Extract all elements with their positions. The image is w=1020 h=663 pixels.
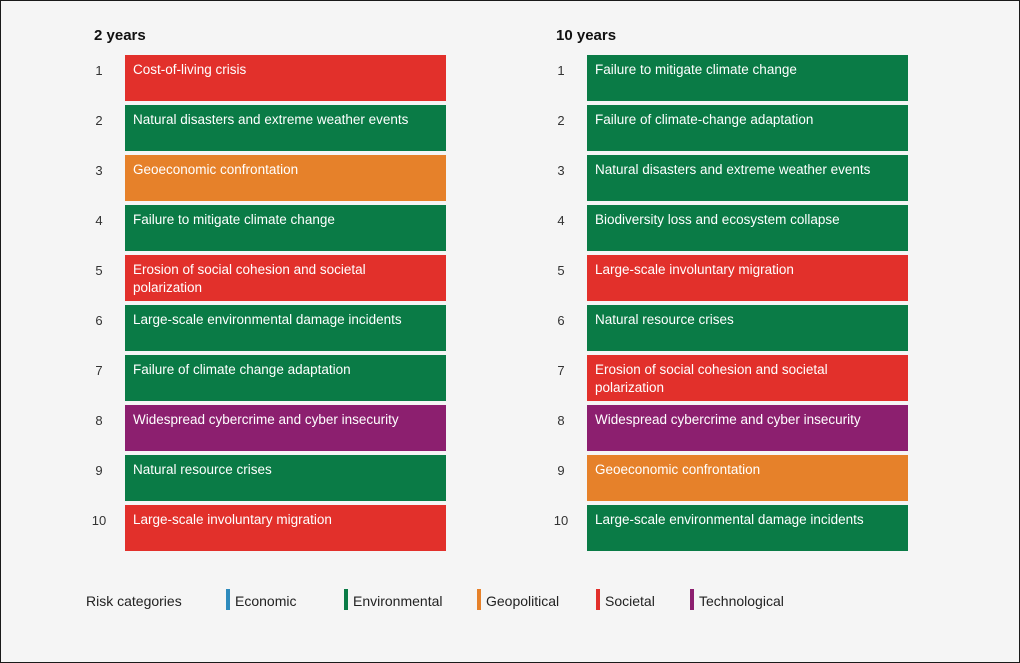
two-year-title: 2 years (94, 27, 146, 44)
risk-box-technological: Widespread cybercrime and cyber insecuri… (587, 405, 908, 451)
ten-year-list: 1 Failure to mitigate climate change 2 Fail… (547, 55, 908, 551)
risk-row: 4 Biodiversity loss and ecosystem collaps… (547, 205, 908, 251)
risk-row: 9 Geoeconomic confrontation (547, 455, 908, 501)
risk-rank: 2 (95, 113, 103, 128)
legend-swatch-geopolitical (477, 589, 481, 610)
risk-rank: 9 (557, 463, 565, 478)
risk-row: 2 Failure of climate-change adaptation (547, 105, 908, 151)
risk-rank: 10 (91, 513, 107, 528)
risk-box-environmental: Large-scale environmental damage inciden… (587, 505, 908, 551)
two-year-list: 1 Cost-of-living crisis 2 Natural disasters… (85, 55, 446, 551)
risk-box-environmental: Failure of climate-change adaptation (587, 105, 908, 151)
risk-row: 8 Widespread cybercrime and cyber insecur… (85, 405, 446, 451)
risk-box-societal: Large-scale involuntary migration (587, 255, 908, 301)
risk-box-environmental: Failure of climate change adaptation (125, 355, 446, 401)
risk-rank: 6 (95, 313, 103, 328)
risk-box-societal: Erosion of social cohesion and societal … (587, 355, 908, 401)
risk-row: 6 Natural resource crises (547, 305, 908, 351)
two-year-column: 2 years 1 Cost-of-living crisis 2 Natural d… (85, 27, 446, 555)
risk-rank: 5 (557, 263, 565, 278)
ten-year-column: 10 years 1 Failure to mitigate climate ch… (547, 27, 908, 555)
risk-rank: 6 (557, 313, 565, 328)
risk-row: 3 Natural disasters and extreme weather e… (547, 155, 908, 201)
risk-box-environmental: Large-scale environmental damage inciden… (125, 305, 446, 351)
risk-rank: 7 (557, 363, 565, 378)
risk-row: 5 Large-scale involuntary migration (547, 255, 908, 301)
risk-row: 1 Cost-of-living crisis (85, 55, 446, 101)
risk-rank: 4 (557, 213, 565, 228)
risk-row: 1 Failure to mitigate climate change (547, 55, 908, 101)
risk-box-geopolitical: Geoeconomic confrontation (587, 455, 908, 501)
risk-box-environmental: Failure to mitigate climate change (125, 205, 446, 251)
risk-box-geopolitical: Geoeconomic confrontation (125, 155, 446, 201)
risk-row: 6 Large-scale environmental damage incide… (85, 305, 446, 351)
risk-box-environmental: Biodiversity loss and ecosystem collapse (587, 205, 908, 251)
legend-swatch-environmental (344, 589, 348, 610)
legend-swatch-societal (596, 589, 600, 610)
risk-rank: 8 (557, 413, 565, 428)
risk-rank: 5 (95, 263, 103, 278)
risk-rank: 2 (557, 113, 565, 128)
risk-row: 10 Large-scale environmental damage incid… (547, 505, 908, 551)
risk-box-environmental: Natural resource crises (125, 455, 446, 501)
legend-label: Technological (699, 593, 784, 609)
risk-rank: 4 (95, 213, 103, 228)
risk-box-environmental: Natural disasters and extreme weather ev… (587, 155, 908, 201)
legend-label: Environmental (353, 593, 443, 609)
risk-box-societal: Large-scale involuntary migration (125, 505, 446, 551)
legend-label: Economic (235, 593, 297, 609)
risk-row: 9 Natural resource crises (85, 455, 446, 501)
legend-label: Geopolitical (486, 593, 560, 609)
legend-title: Risk categories (86, 593, 182, 609)
risk-row: 7 Failure of climate change adaptation (85, 355, 446, 401)
risk-rank: 8 (95, 413, 103, 428)
ten-year-title: 10 years (556, 27, 617, 44)
legend-label: Societal (605, 593, 655, 609)
risk-rank: 9 (95, 463, 103, 478)
risk-row: 5 Erosion of social cohesion and societal… (85, 255, 446, 301)
risk-row: 7 Erosion of social cohesion and societal… (547, 355, 908, 401)
risk-rank: 1 (557, 63, 565, 78)
risk-row: 3 Geoeconomic confrontation (85, 155, 446, 201)
risk-rank: 7 (95, 363, 103, 378)
risk-row: 8 Widespread cybercrime and cyber insecur… (547, 405, 908, 451)
risk-rank: 3 (557, 163, 565, 178)
risk-row: 4 Failure to mitigate climate change (85, 205, 446, 251)
legend-swatch-technological (690, 589, 694, 610)
risk-rank: 1 (95, 63, 103, 78)
risk-box-environmental: Natural resource crises (587, 305, 908, 351)
risk-rank: 10 (553, 513, 569, 528)
risk-box-technological: Widespread cybercrime and cyber insecuri… (125, 405, 446, 451)
risk-row: 2 Natural disasters and extreme weather e… (85, 105, 446, 151)
risk-box-societal: Erosion of social cohesion and societal … (125, 255, 446, 301)
risk-box-environmental: Failure to mitigate climate change (587, 55, 908, 101)
risk-rank: 3 (95, 163, 103, 178)
legend-swatch-economic (226, 589, 230, 610)
risk-row: 10 Large-scale involuntary migration (85, 505, 446, 551)
risk-box-societal: Cost-of-living crisis (125, 55, 446, 101)
risk-box-environmental: Natural disasters and extreme weather ev… (125, 105, 446, 151)
